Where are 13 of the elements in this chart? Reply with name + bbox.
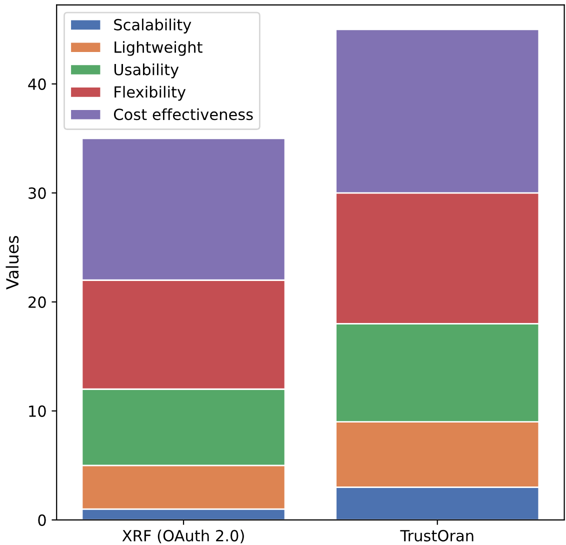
y-tick-label: 30	[28, 187, 46, 199]
legend-label: Cost effectiveness	[114, 108, 253, 120]
legend-label: Lightweight	[114, 41, 202, 56]
y-tick-label: 10	[29, 405, 46, 417]
x-tick-label: TrustOran	[400, 530, 474, 542]
y-tick-label: 0	[38, 514, 46, 526]
x-tick-label: XRF (OAuth 2.0)	[122, 530, 244, 544]
y-tick-label: 20	[28, 296, 46, 308]
y-tick-label: 40	[28, 78, 46, 90]
legend-label: Flexibility	[114, 86, 186, 101]
legend-label: Scalability	[114, 18, 192, 34]
y-axis-title: Values	[6, 236, 19, 290]
legend-label: Usability	[114, 64, 179, 78]
